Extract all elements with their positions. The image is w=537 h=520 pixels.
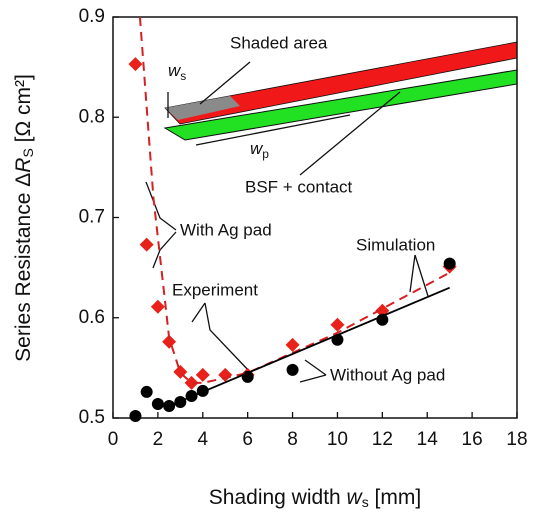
marker [129, 409, 142, 422]
annotation: Simulation [356, 235, 435, 254]
marker [443, 257, 456, 270]
marker [195, 367, 210, 382]
annotation: BSF + contact [245, 177, 353, 196]
marker [151, 397, 164, 410]
marker [218, 367, 233, 382]
marker [330, 317, 345, 332]
y-tick-label: 0.8 [79, 106, 105, 127]
y-axis-label: Series Resistance ΔRS [Ω cm²] [12, 74, 36, 362]
marker [150, 299, 165, 314]
x-tick-label: 16 [462, 429, 483, 450]
y-tick-label: 0.7 [79, 207, 105, 228]
x-tick-label: 18 [506, 429, 527, 450]
x-tick-label: 10 [327, 429, 348, 450]
leader-lines [145, 181, 429, 383]
annotation: With Ag pad [180, 220, 272, 239]
x-tick-label: 0 [108, 429, 119, 450]
marker [285, 337, 300, 352]
annotation: Shaded area [230, 33, 328, 52]
annotation: wp [250, 139, 269, 161]
x-tick-label: 14 [417, 429, 439, 450]
marker [139, 237, 154, 252]
annotation: Experiment [172, 280, 258, 299]
x-axis-label: Shading width ws [mm] [209, 486, 421, 510]
marker [128, 57, 143, 72]
marker [184, 375, 199, 390]
y-tick-label: 0.6 [79, 307, 105, 328]
marker [286, 363, 299, 376]
line [138, 16, 451, 384]
line [164, 286, 451, 409]
x-tick-label: 8 [287, 429, 298, 450]
x-tick-label: 12 [372, 429, 393, 450]
marker [162, 334, 177, 349]
x-tick-label: 2 [153, 429, 164, 450]
inset-diagram [163, 41, 518, 176]
annotation: Without Ag pad [330, 365, 445, 384]
marker [140, 385, 153, 398]
x-tick-label: 6 [242, 429, 253, 450]
x-tick-label: 4 [197, 429, 208, 450]
y-tick-label: 0.9 [79, 6, 105, 27]
annotation: ws [168, 61, 186, 83]
y-tick-label: 0.5 [79, 407, 105, 428]
